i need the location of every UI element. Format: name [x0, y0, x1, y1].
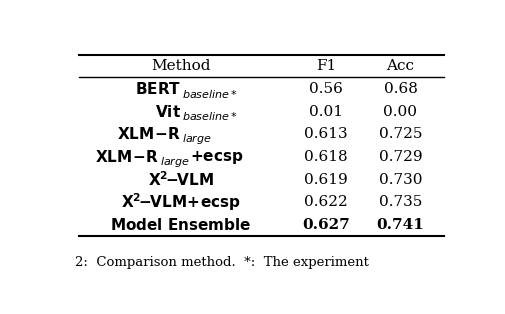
Text: Method: Method: [151, 59, 210, 73]
Text: Acc: Acc: [386, 59, 414, 73]
Text: 0.56: 0.56: [309, 82, 342, 96]
Text: $\mathbf{XLM\!-\!R}$: $\mathbf{XLM\!-\!R}$: [117, 127, 181, 142]
Text: $\mathbf{XLM\!-\!R}$: $\mathbf{XLM\!-\!R}$: [95, 149, 159, 165]
Text: F1: F1: [315, 59, 335, 73]
Text: 0.735: 0.735: [378, 195, 421, 209]
Text: 0.729: 0.729: [378, 150, 422, 164]
Text: $\mathbf{Vit}$: $\mathbf{Vit}$: [155, 104, 181, 120]
Text: 0.68: 0.68: [383, 82, 417, 96]
Text: $\mathbf{X^{2}\!\!-\!\!VLM\!+\!ecsp}$: $\mathbf{X^{2}\!\!-\!\!VLM\!+\!ecsp}$: [121, 192, 240, 213]
Text: $\mathit{large}$: $\mathit{large}$: [181, 132, 211, 146]
Text: 0.730: 0.730: [378, 173, 421, 187]
Text: $\mathbf{BERT}$: $\mathbf{BERT}$: [134, 81, 181, 97]
Text: 0.613: 0.613: [304, 127, 347, 141]
Text: $\mathbf{+ecsp}$: $\mathbf{+ecsp}$: [189, 149, 242, 165]
Text: 0.618: 0.618: [304, 150, 347, 164]
Text: 0.01: 0.01: [309, 105, 342, 119]
Text: 0.627: 0.627: [301, 218, 349, 232]
Text: 0.00: 0.00: [383, 105, 417, 119]
Text: 0.725: 0.725: [378, 127, 421, 141]
Text: $\mathbf{X^{2}\!\!-\!\!VLM}$: $\mathbf{X^{2}\!\!-\!\!VLM}$: [147, 171, 214, 189]
Text: 0.619: 0.619: [304, 173, 347, 187]
Text: $\mathit{baseline*}$: $\mathit{baseline*}$: [181, 110, 237, 122]
Text: 0.741: 0.741: [376, 218, 424, 232]
Text: 2:  Comparison method.  *:  The experiment: 2: Comparison method. *: The experiment: [75, 256, 368, 269]
Text: 0.622: 0.622: [304, 195, 347, 209]
Text: $\mathbf{Model\ Ensemble}$: $\mathbf{Model\ Ensemble}$: [110, 217, 251, 233]
Text: $\mathit{baseline*}$: $\mathit{baseline*}$: [181, 88, 237, 100]
Text: $\mathit{large}$: $\mathit{large}$: [160, 154, 189, 169]
